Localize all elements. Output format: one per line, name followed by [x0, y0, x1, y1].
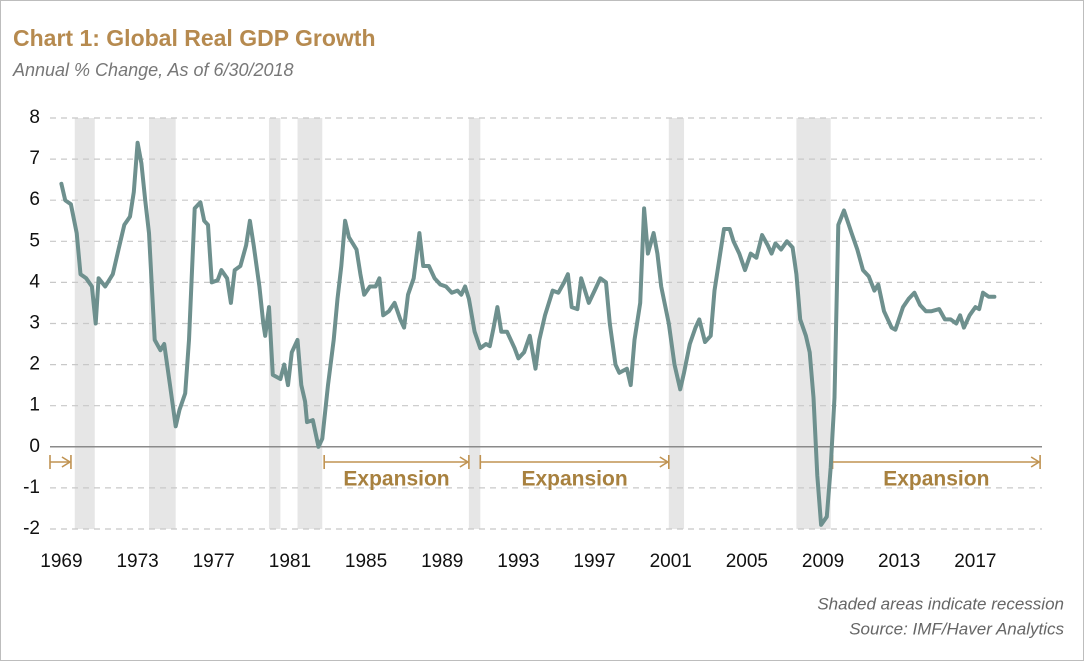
x-tick-label: 1973: [116, 551, 158, 572]
annotation-label: Expansion: [343, 468, 449, 491]
annotation-label: Expansion: [883, 468, 989, 491]
x-tick-label: 2013: [878, 551, 920, 572]
y-tick-label: 2: [29, 354, 40, 375]
arrow-head: [61, 456, 72, 468]
recession-band: [668, 118, 685, 529]
x-tick-label: 1969: [40, 551, 82, 572]
annotation-label: Expansion: [521, 468, 627, 491]
x-tick-label: 2009: [802, 551, 844, 572]
x-tick-label: 1989: [421, 551, 463, 572]
x-tick-label: 1981: [269, 551, 311, 572]
x-tick-label: 1993: [497, 551, 539, 572]
y-tick-label: 7: [29, 148, 40, 169]
x-tick-label: 1985: [345, 551, 387, 572]
y-tick-label: 8: [29, 107, 40, 128]
x-tick-label: 1997: [573, 551, 615, 572]
arrow-head: [1030, 456, 1041, 468]
y-tick-label: 3: [29, 313, 40, 334]
x-tick-label: 1977: [193, 551, 235, 572]
y-tick-label: 0: [29, 436, 40, 457]
arrow-head: [459, 456, 470, 468]
x-tick-label: 2005: [726, 551, 768, 572]
y-tick-label: 5: [29, 230, 40, 251]
y-tick-label: 1: [29, 395, 40, 416]
x-tick-label: 2017: [954, 551, 996, 572]
gdp-line: [59, 140, 997, 527]
y-tick-label: 4: [29, 271, 40, 292]
arrow-head: [659, 456, 670, 468]
note: Shaded areas indicate recession: [817, 594, 1064, 613]
y-tick-label: -1: [23, 477, 40, 498]
y-tick-label: -2: [23, 518, 40, 539]
note: Source: IMF/Haver Analytics: [849, 619, 1064, 638]
chart-title: Chart 1: Global Real GDP Growth: [13, 25, 376, 51]
chart-subtitle: Annual % Change, As of 6/30/2018: [12, 60, 294, 80]
y-tick-label: 6: [29, 189, 40, 210]
x-tick-label: 2001: [650, 551, 692, 572]
